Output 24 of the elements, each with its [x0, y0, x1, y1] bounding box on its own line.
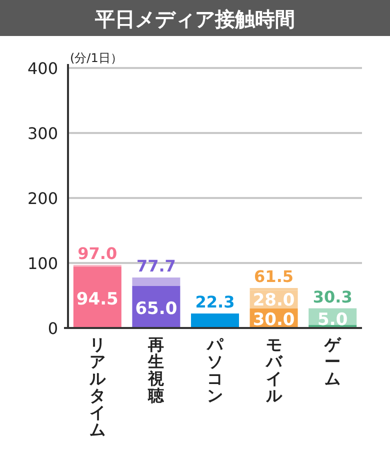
y-tick-label: 200: [27, 189, 58, 208]
x-tick-label: パソコン: [206, 335, 224, 405]
x-tick-label: ゲーム: [324, 335, 343, 388]
y-tick-label: 100: [27, 254, 58, 273]
total-label: 61.5: [254, 267, 294, 286]
x-tick-label: リアルタイム: [88, 335, 106, 439]
bar: [132, 277, 180, 286]
total-label: 30.3: [312, 287, 352, 306]
y-tick-label: 0: [48, 319, 58, 338]
data-label: 28.0: [252, 290, 295, 310]
bar: [191, 314, 239, 328]
x-tick-label: モバイル: [264, 335, 283, 405]
total-label: 97.0: [78, 244, 118, 263]
y-tick-label: 300: [27, 124, 58, 143]
data-label: 65.0: [135, 298, 178, 319]
x-tick-label: 再生視聴: [147, 335, 166, 405]
y-tick-label: 400: [27, 59, 58, 78]
total-label: 22.3: [195, 292, 235, 312]
chart-title: 平日メディア接触時間: [94, 7, 295, 31]
data-label: 30.0: [252, 310, 295, 330]
data-label: 94.5: [76, 289, 118, 310]
total-label: 77.7: [136, 256, 176, 276]
data-label: 5.0: [318, 310, 348, 330]
y-axis-title: (分/1日）: [70, 51, 122, 65]
